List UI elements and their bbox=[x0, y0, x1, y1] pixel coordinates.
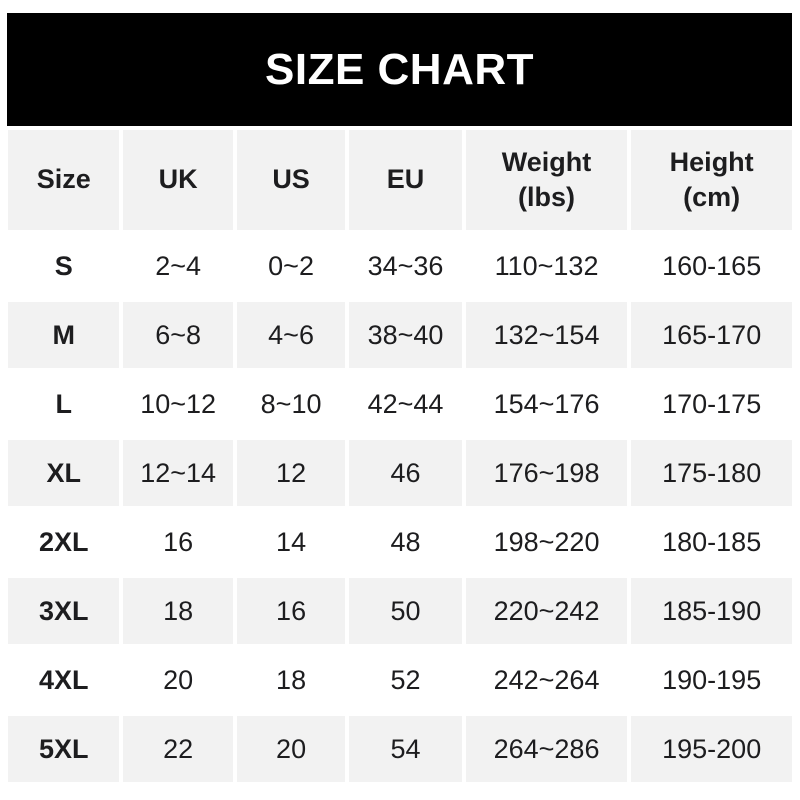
cell-us: 16 bbox=[236, 578, 346, 644]
cell-weight: 264~286 bbox=[465, 716, 628, 782]
cell-us: 18 bbox=[236, 647, 346, 713]
cell-us: 8~10 bbox=[236, 371, 346, 437]
table-row-m: M 6~8 4~6 38~40 132~154 165-170 bbox=[8, 302, 792, 368]
cell-eu: 52 bbox=[349, 647, 462, 713]
table-row-5xl: 5XL 22 20 54 264~286 195-200 bbox=[8, 716, 792, 782]
cell-uk: 10~12 bbox=[123, 371, 233, 437]
cell-uk: 16 bbox=[123, 509, 233, 575]
cell-us: 14 bbox=[236, 509, 346, 575]
cell-eu: 38~40 bbox=[349, 302, 462, 368]
cell-weight: 110~132 bbox=[465, 233, 628, 299]
table-row-2xl: 2XL 16 14 48 198~220 180-185 bbox=[8, 509, 792, 575]
table-row-s: S 2~4 0~2 34~36 110~132 160-165 bbox=[8, 233, 792, 299]
cell-height: 165-170 bbox=[631, 302, 792, 368]
header-row: Size UK US EU Weight (lbs) Height (cm) bbox=[8, 130, 792, 230]
column-header-us: US bbox=[236, 130, 346, 230]
cell-us: 12 bbox=[236, 440, 346, 506]
column-header-uk: UK bbox=[123, 130, 233, 230]
page-title: SIZE CHART bbox=[265, 44, 534, 94]
cell-size: XL bbox=[8, 440, 120, 506]
cell-size: S bbox=[8, 233, 120, 299]
cell-eu: 48 bbox=[349, 509, 462, 575]
table-row-xl: XL 12~14 12 46 176~198 175-180 bbox=[8, 440, 792, 506]
cell-weight: 198~220 bbox=[465, 509, 628, 575]
size-chart-table: Size UK US EU Weight (lbs) Height (cm) S 2~4 0~… bbox=[4, 127, 796, 785]
cell-us: 0~2 bbox=[236, 233, 346, 299]
cell-uk: 20 bbox=[123, 647, 233, 713]
cell-uk: 18 bbox=[123, 578, 233, 644]
cell-height: 175-180 bbox=[631, 440, 792, 506]
cell-eu: 54 bbox=[349, 716, 462, 782]
cell-size: 5XL bbox=[8, 716, 120, 782]
title-banner: SIZE CHART bbox=[7, 13, 792, 126]
cell-uk: 2~4 bbox=[123, 233, 233, 299]
cell-us: 4~6 bbox=[236, 302, 346, 368]
cell-us: 20 bbox=[236, 716, 346, 782]
cell-eu: 46 bbox=[349, 440, 462, 506]
column-header-size: Size bbox=[8, 130, 120, 230]
cell-weight: 132~154 bbox=[465, 302, 628, 368]
cell-height: 195-200 bbox=[631, 716, 792, 782]
cell-eu: 50 bbox=[349, 578, 462, 644]
cell-size: 2XL bbox=[8, 509, 120, 575]
table-row-4xl: 4XL 20 18 52 242~264 190-195 bbox=[8, 647, 792, 713]
cell-uk: 22 bbox=[123, 716, 233, 782]
column-header-weight: Weight (lbs) bbox=[465, 130, 628, 230]
table-row-l: L 10~12 8~10 42~44 154~176 170-175 bbox=[8, 371, 792, 437]
cell-height: 160-165 bbox=[631, 233, 792, 299]
cell-size: L bbox=[8, 371, 120, 437]
cell-uk: 6~8 bbox=[123, 302, 233, 368]
cell-eu: 42~44 bbox=[349, 371, 462, 437]
cell-size: 4XL bbox=[8, 647, 120, 713]
cell-height: 190-195 bbox=[631, 647, 792, 713]
cell-weight: 176~198 bbox=[465, 440, 628, 506]
column-header-height: Height (cm) bbox=[631, 130, 792, 230]
column-header-eu: EU bbox=[349, 130, 462, 230]
table-body: S 2~4 0~2 34~36 110~132 160-165 M 6~8 4~6 38~40 13… bbox=[8, 233, 792, 782]
cell-size: M bbox=[8, 302, 120, 368]
cell-uk: 12~14 bbox=[123, 440, 233, 506]
cell-height: 180-185 bbox=[631, 509, 792, 575]
cell-size: 3XL bbox=[8, 578, 120, 644]
size-chart-page: SIZE CHART Size UK US EU Weight (lbs) Height … bbox=[0, 13, 800, 800]
cell-eu: 34~36 bbox=[349, 233, 462, 299]
table-header: Size UK US EU Weight (lbs) Height (cm) bbox=[8, 130, 792, 230]
cell-weight: 220~242 bbox=[465, 578, 628, 644]
cell-height: 185-190 bbox=[631, 578, 792, 644]
cell-height: 170-175 bbox=[631, 371, 792, 437]
table-row-3xl: 3XL 18 16 50 220~242 185-190 bbox=[8, 578, 792, 644]
cell-weight: 242~264 bbox=[465, 647, 628, 713]
cell-weight: 154~176 bbox=[465, 371, 628, 437]
